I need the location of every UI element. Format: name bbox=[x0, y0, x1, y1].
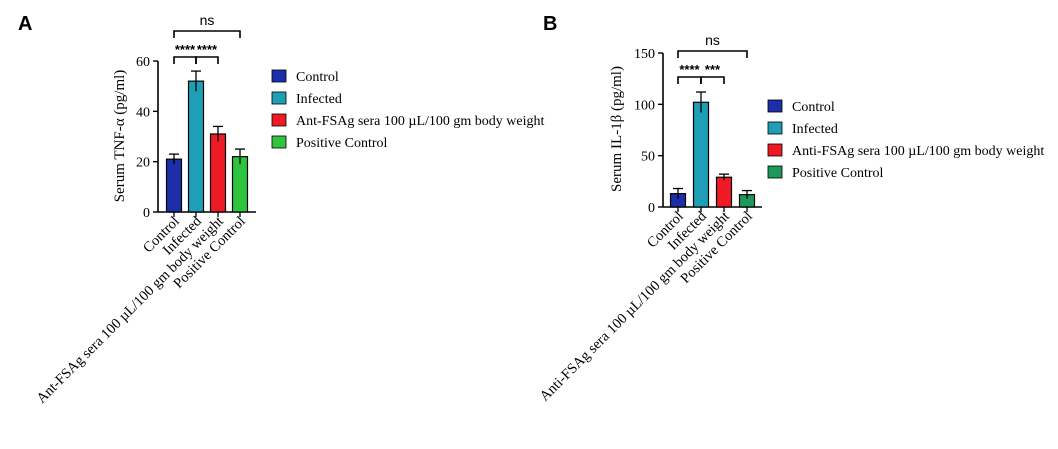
panel-a-significance-label: ns bbox=[200, 12, 215, 28]
panel-a-significance-bracket bbox=[173, 56, 197, 64]
panel-a-ytick-label: 40 bbox=[136, 105, 150, 120]
panel-a-bar bbox=[231, 156, 249, 213]
panel-a-bar bbox=[209, 133, 227, 213]
panel-a-ytick-label: 0 bbox=[143, 206, 150, 221]
panel-b-legend-swatch bbox=[767, 99, 783, 113]
panel-b-ytick-label: 100 bbox=[634, 98, 655, 113]
panel-b-legend-swatch bbox=[767, 165, 783, 179]
panel-a-significance-label: **** bbox=[175, 42, 196, 57]
panel-b-category-label: Anti-FSAg sera 100 µL/100 gm body weight bbox=[537, 209, 733, 405]
panel-b-ytick-label: 150 bbox=[634, 47, 655, 62]
panel-b-bar bbox=[692, 101, 710, 208]
panel-b-legend-label: Anti-FSAg sera 100 µL/100 gm body weight bbox=[792, 144, 1044, 159]
panel-b-significance-label: ns bbox=[705, 32, 720, 48]
panel-b-significance-bracket bbox=[700, 76, 725, 84]
panel-b-significance-bracket bbox=[677, 50, 748, 58]
panel-b-legend-label: Infected bbox=[792, 122, 838, 137]
panel-a-category-label: Ant-FSAg sera 100 µL/100 gm body weight bbox=[34, 214, 227, 407]
panel-b-ylabel: Serum IL-1β (pg/ml) bbox=[609, 66, 625, 192]
panel-a-legend-label: Ant-FSAg sera 100 µL/100 gm body weight bbox=[296, 114, 544, 129]
panel-a: A Serum TNF-α (pg/ml) 0 20 40 60 Control Infe… bbox=[18, 12, 544, 407]
panel-b-legend-swatch bbox=[767, 143, 783, 157]
panel-a-legend-swatch bbox=[271, 113, 287, 127]
panel-b-ytick-label: 0 bbox=[648, 201, 655, 216]
panel-a-ytick-label: 20 bbox=[136, 156, 150, 171]
panel-b-significance-label: **** bbox=[679, 62, 700, 77]
panel-b-bar bbox=[715, 176, 733, 208]
panel-a-significance-bracket bbox=[195, 56, 219, 64]
panel-b-significance-bracket bbox=[677, 76, 702, 84]
panel-a-legend-swatch bbox=[271, 135, 287, 149]
panel-b-legend-swatch bbox=[767, 121, 783, 135]
panel-b-letter: B bbox=[543, 13, 557, 35]
panel-b-legend-label: Positive Control bbox=[792, 166, 884, 181]
panel-a-legend: Control Infected Ant-FSAg sera 100 µL/100 … bbox=[271, 69, 544, 151]
panel-b-legend: Control Infected Anti-FSAg sera 100 µL/100… bbox=[767, 99, 1044, 181]
panel-b: B Serum IL-1β (pg/ml) 0 50 100 150 Control In… bbox=[537, 13, 1045, 405]
panel-a-significance-label: **** bbox=[197, 42, 218, 57]
panel-a-significance-bracket bbox=[173, 30, 241, 38]
panel-a-bar bbox=[187, 80, 205, 213]
panel-a-legend-label: Control bbox=[296, 70, 339, 85]
panel-a-legend-swatch bbox=[271, 69, 287, 83]
panel-a-legend-label: Positive Control bbox=[296, 136, 388, 151]
panel-a-legend-swatch bbox=[271, 91, 287, 105]
panel-a-letter: A bbox=[18, 13, 32, 35]
panel-b-legend-label: Control bbox=[792, 100, 835, 115]
panel-a-ylabel: Serum TNF-α (pg/ml) bbox=[112, 70, 128, 203]
panel-a-bar bbox=[165, 158, 183, 213]
panel-a-legend-label: Infected bbox=[296, 92, 342, 107]
panel-b-significance-label: *** bbox=[705, 62, 721, 77]
panel-b-ytick-label: 50 bbox=[641, 150, 655, 165]
panel-a-ytick-label: 60 bbox=[136, 55, 150, 70]
